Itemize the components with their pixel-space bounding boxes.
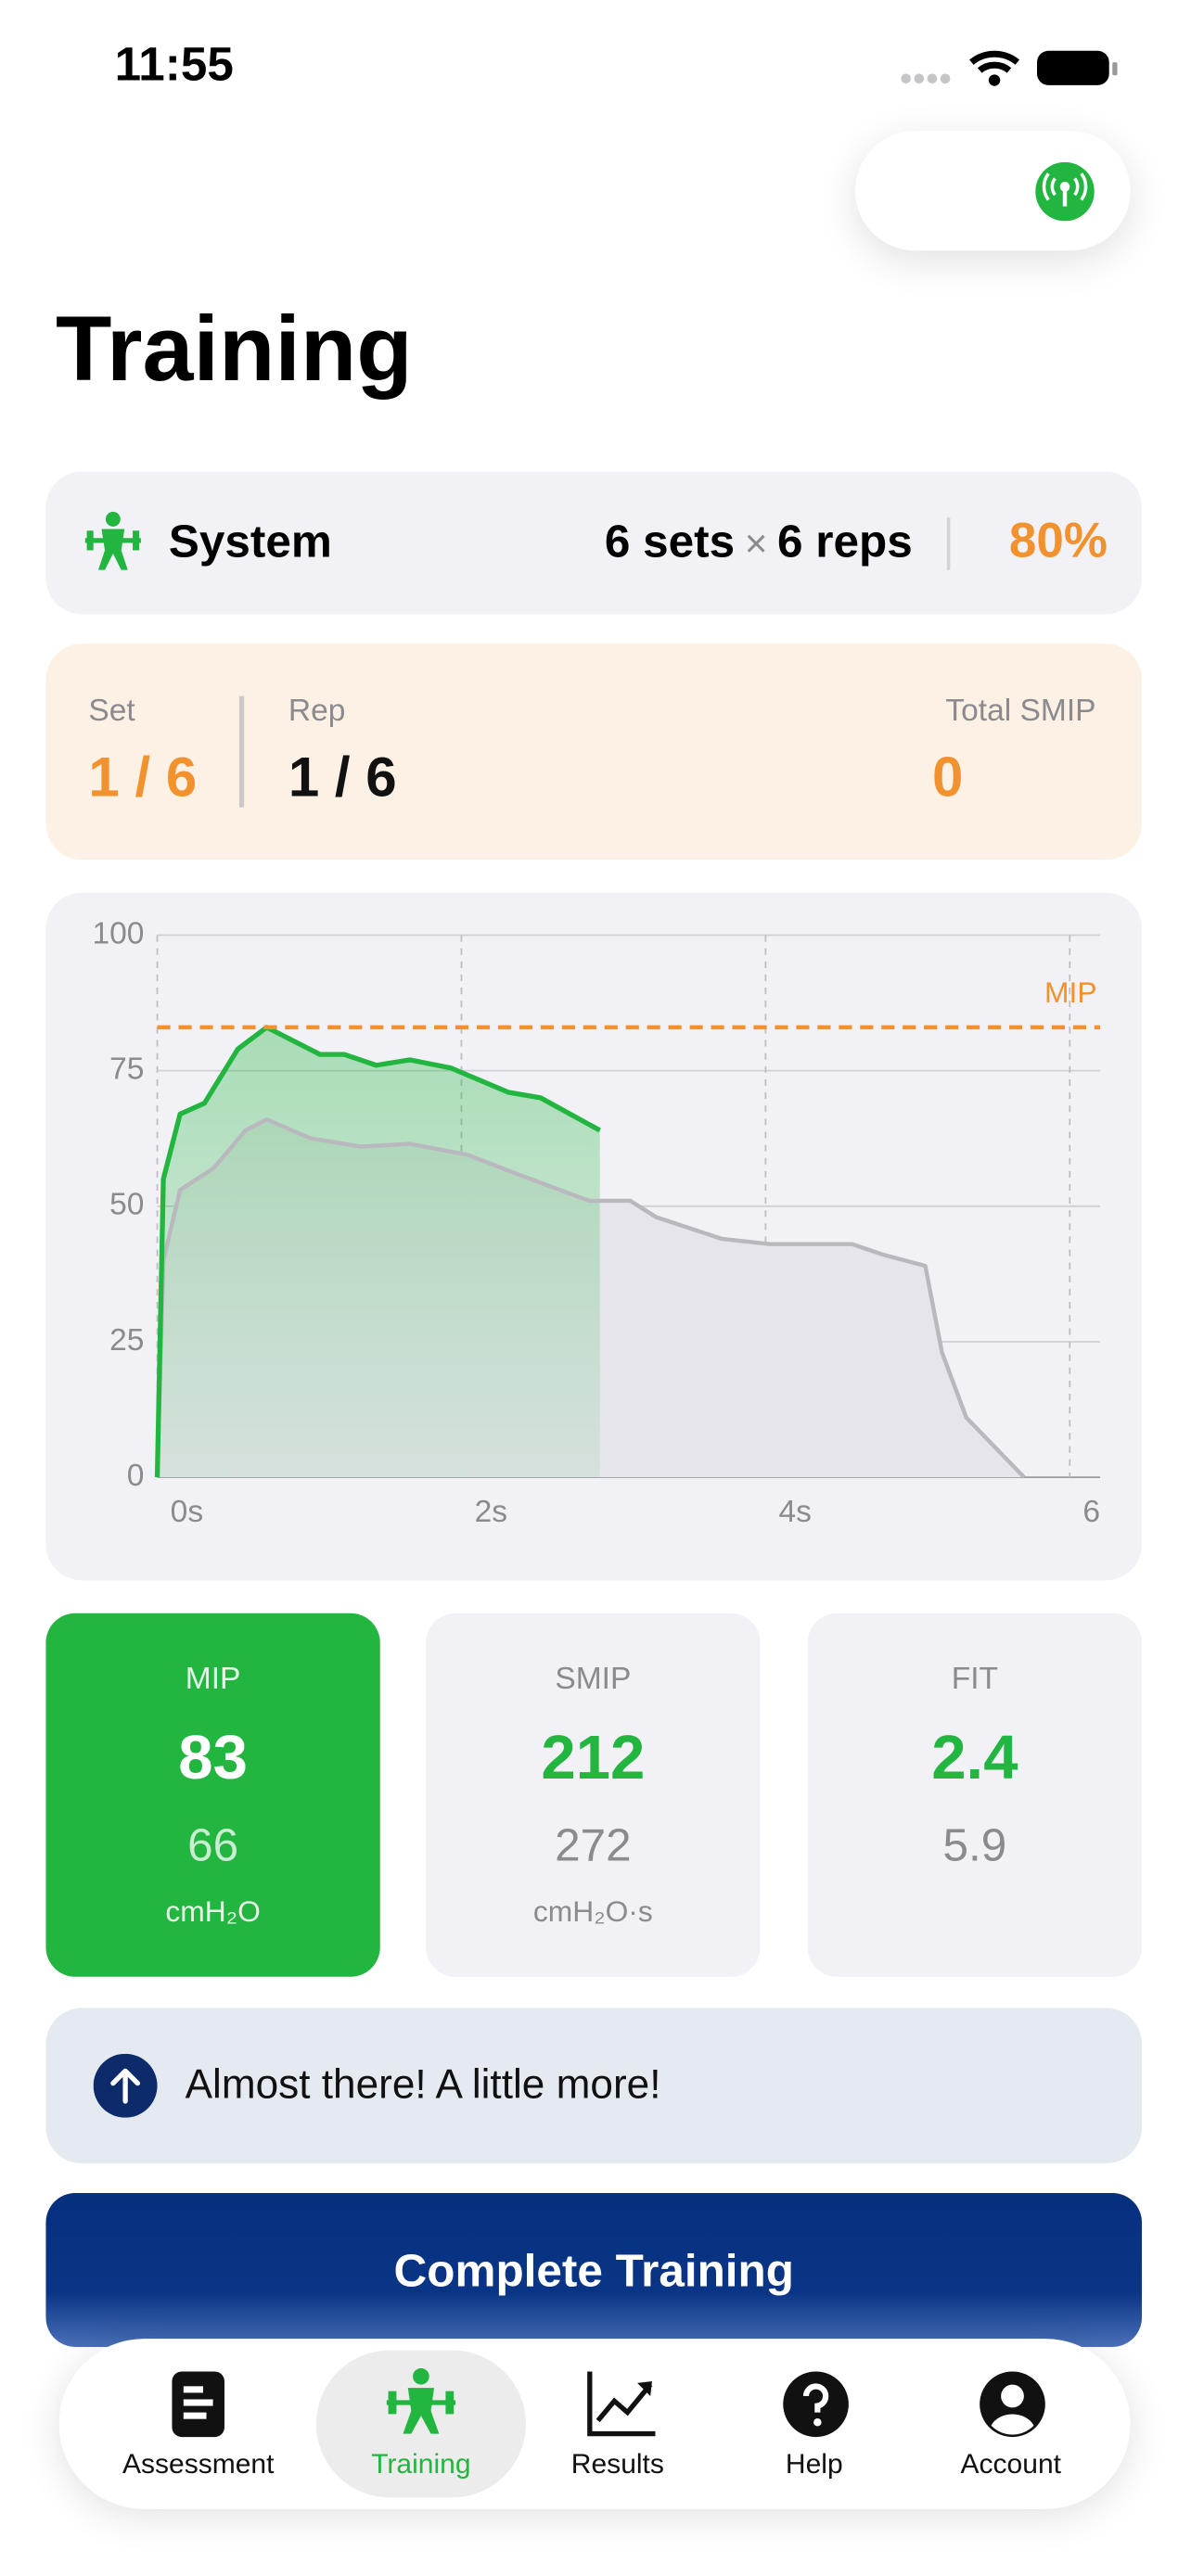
tab-icon [172, 2371, 224, 2438]
metric-value: 83 [178, 1724, 248, 1793]
chart: 0 25 50 75 100 0s 2s 4s 6 MIP [92, 916, 1100, 1529]
tab[interactable]: Account [921, 2362, 1101, 2490]
arrow-icon [93, 2053, 158, 2118]
complete-button[interactable]: Complete Training [45, 2192, 1143, 2347]
tab-label: Help [785, 2448, 843, 2480]
chart-card: 0 25 50 75 100 0s 2s 4s 6 MIP [45, 892, 1143, 1581]
status-time: 11:55 [114, 39, 234, 92]
tab-icon [783, 2371, 849, 2438]
tab[interactable]: Training [331, 2362, 511, 2490]
total-value: 0 [931, 746, 964, 810]
area [157, 1027, 600, 1478]
tab[interactable]: Help [724, 2362, 904, 2490]
y-tick-label: 50 [109, 1188, 144, 1222]
x-tick-label: 4s [779, 1495, 812, 1529]
progress-card: Set 1 / 6 Rep 1 / 6 Total SMIP 0 [45, 644, 1143, 861]
status-icons [901, 50, 1118, 86]
set-value: 1 / 6 [88, 746, 198, 810]
program-card: System 6 sets × 6 reps 80% [45, 471, 1143, 615]
program-name: System [168, 516, 332, 567]
y-tick-label: 100 [92, 916, 144, 950]
metric-previous: 5.9 [942, 1819, 1007, 1871]
connection-icon [1035, 161, 1095, 222]
y-tick-label: 25 [109, 1323, 144, 1358]
tab[interactable]: Assessment [109, 2362, 288, 2490]
device-pill[interactable] [854, 131, 1131, 251]
rep-label: Rep [288, 694, 346, 729]
metric-value: 212 [541, 1724, 646, 1793]
set-label: Set [88, 694, 135, 729]
divider [238, 695, 244, 808]
metric-card: MIP 83 66 cmH₂O [45, 1613, 380, 1977]
x-tick-label: 2s [475, 1495, 507, 1529]
rep-value: 1 / 6 [288, 746, 397, 810]
y-tick-label: 0 [127, 1459, 145, 1493]
intensity: 80% [1008, 514, 1108, 568]
tab-icon [587, 2371, 656, 2437]
metric-label: SMIP [555, 1662, 632, 1697]
total-label: Total SMIP [945, 694, 1096, 729]
program-volume: 6 sets × 6 reps [605, 516, 913, 568]
tab[interactable]: Results [528, 2362, 708, 2490]
tab-icon [980, 2371, 1045, 2438]
metric-card: SMIP 212 272 cmH₂O·s [426, 1613, 761, 1977]
message-card: Almost there! A little more! [45, 2008, 1143, 2164]
tab-label: Assessment [122, 2448, 275, 2480]
times-sign: × [744, 522, 768, 567]
metric-label: FIT [951, 1662, 999, 1697]
metric-previous: 66 [187, 1819, 239, 1871]
reference-label: MIP [1044, 976, 1097, 1009]
tab-label: Training [371, 2448, 471, 2480]
metric-unit: cmH₂O [165, 1894, 261, 1928]
metric-unit: cmH₂O·s [532, 1894, 653, 1928]
message-text: Almost there! A little more! [185, 2061, 661, 2109]
y-tick-label: 75 [109, 1052, 144, 1087]
metric-value: 2.4 [931, 1724, 1018, 1793]
program-icon [84, 511, 141, 570]
divider [946, 517, 950, 570]
metric-card: FIT 2.4 5.9 [807, 1613, 1143, 1977]
tab-bar [58, 2339, 1131, 2509]
reps: 6 reps [777, 516, 913, 567]
line [154, 1025, 601, 1478]
tab-label: Results [570, 2448, 664, 2480]
x-tick-label: 6 [1082, 1495, 1100, 1529]
button-label: Complete Training [393, 2245, 794, 2297]
metric-previous: 272 [555, 1819, 632, 1871]
x-tick-label: 0s [171, 1495, 203, 1529]
metric-label: MIP [185, 1662, 241, 1697]
tab-label: Account [960, 2448, 1062, 2480]
sets: 6 sets [604, 516, 736, 567]
tab-icon [386, 2367, 456, 2434]
line [155, 1117, 1026, 1479]
page-title: Training [56, 296, 413, 400]
